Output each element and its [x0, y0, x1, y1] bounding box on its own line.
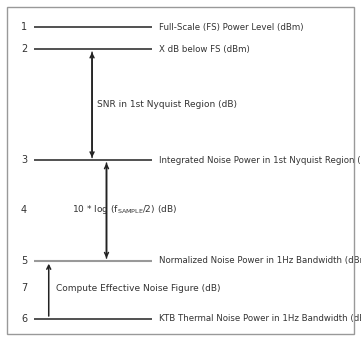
Text: Compute Effective Noise Figure (dB): Compute Effective Noise Figure (dB)	[56, 284, 221, 293]
Text: 2: 2	[21, 44, 27, 55]
Text: SNR in 1st Nyquist Region (dB): SNR in 1st Nyquist Region (dB)	[97, 100, 238, 108]
Text: Full-Scale (FS) Power Level (dBm): Full-Scale (FS) Power Level (dBm)	[159, 23, 303, 32]
Text: Normalized Noise Power in 1Hz Bandwidth (dBm): Normalized Noise Power in 1Hz Bandwidth …	[159, 256, 361, 265]
Text: X dB below FS (dBm): X dB below FS (dBm)	[159, 45, 249, 54]
Text: 6: 6	[21, 314, 27, 324]
Text: 7: 7	[21, 283, 27, 293]
Text: 10 * log (f$_{\mathsf{SAMPLE}}$/2) (dB): 10 * log (f$_{\mathsf{SAMPLE}}$/2) (dB)	[72, 203, 177, 216]
Text: 5: 5	[21, 256, 27, 266]
Text: 4: 4	[21, 205, 27, 215]
Text: Integrated Noise Power in 1st Nyquist Region (dBm): Integrated Noise Power in 1st Nyquist Re…	[159, 156, 361, 165]
Text: 3: 3	[21, 155, 27, 165]
Text: 1: 1	[21, 22, 27, 32]
Text: KTB Thermal Noise Power in 1Hz Bandwidth (dBm): KTB Thermal Noise Power in 1Hz Bandwidth…	[159, 314, 361, 323]
